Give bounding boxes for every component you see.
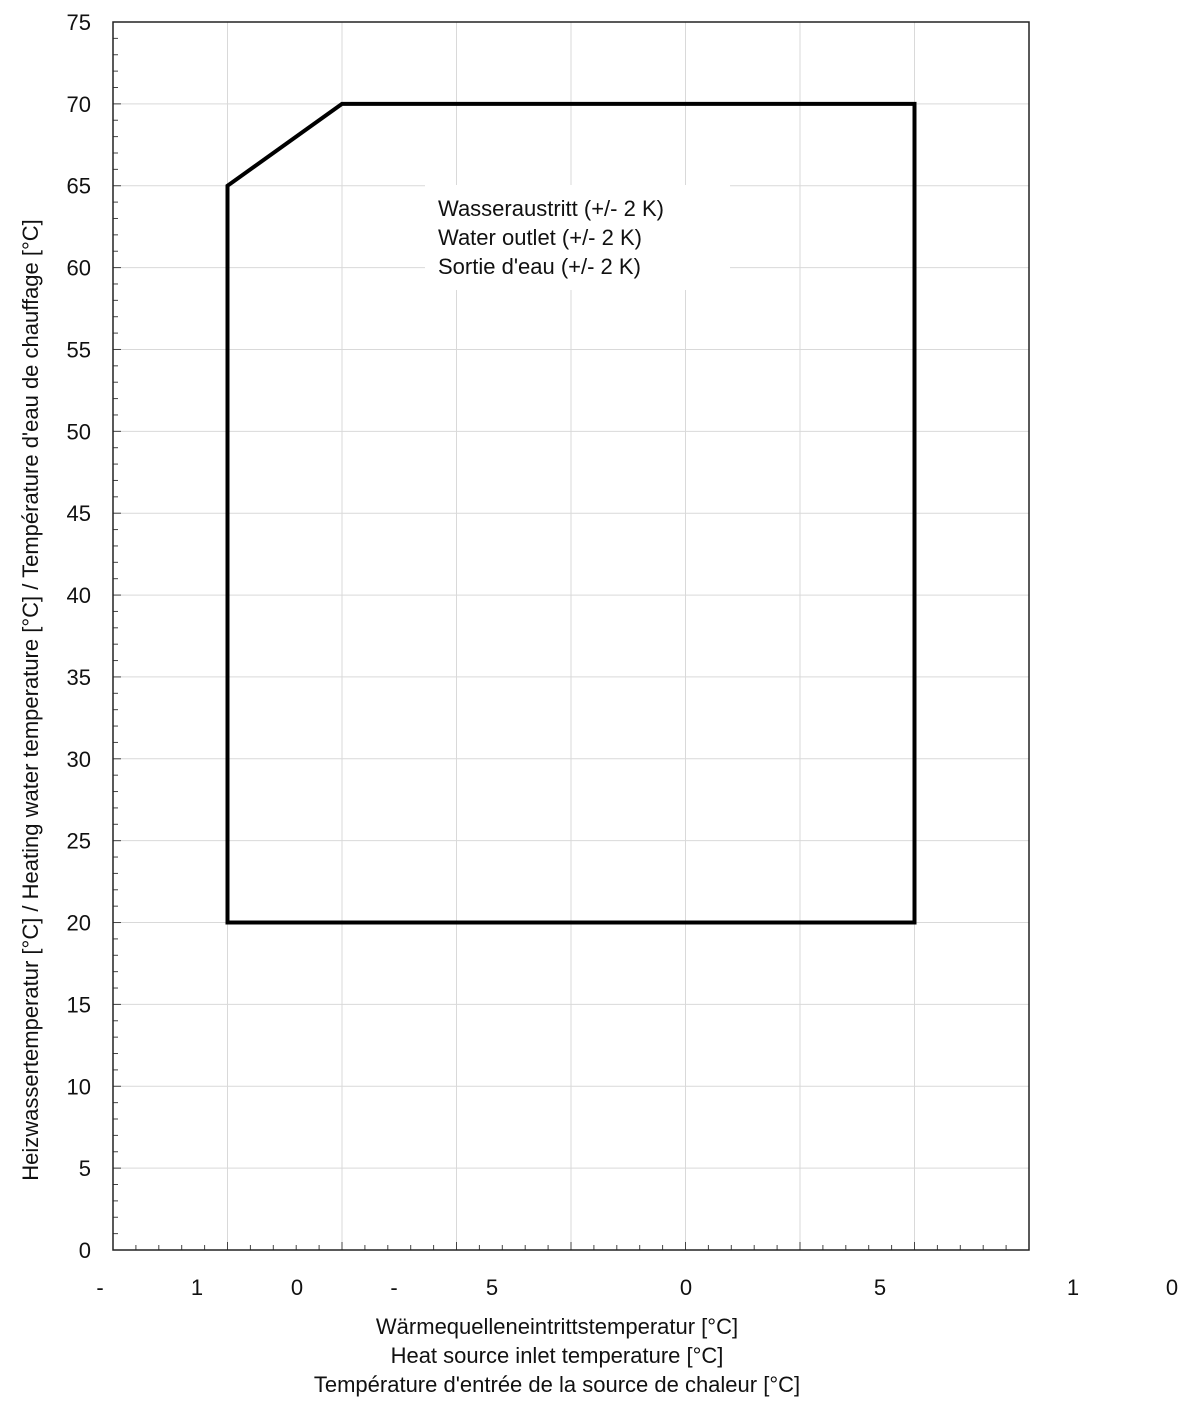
y-tick-label: 0 <box>79 1238 91 1263</box>
x-axis-title-line-3: Température d'entrée de la source de cha… <box>314 1372 800 1397</box>
x-axis-title-line-1: Wärmequelleneintrittstemperatur [°C] <box>376 1314 738 1339</box>
y-tick-label: 75 <box>67 10 91 35</box>
y-tick-label: 20 <box>67 911 91 936</box>
y-tick-label: 30 <box>67 747 91 772</box>
y-tick-label: 5 <box>79 1156 91 1181</box>
annotation-line-2: Water outlet (+/- 2 K) <box>438 225 642 250</box>
x-tick-label: 1 <box>191 1275 203 1300</box>
y-axis-title: Heizwassertemperatur [°C] / Heating wate… <box>18 219 43 1181</box>
y-tick-label: 55 <box>67 337 91 362</box>
y-tick-label: 25 <box>67 829 91 854</box>
x-tick-label: 0 <box>1166 1275 1178 1300</box>
x-tick-label: 5 <box>874 1275 886 1300</box>
annotation-line-3: Sortie d'eau (+/- 2 K) <box>438 254 641 279</box>
x-axis-title-line-2: Heat source inlet temperature [°C] <box>391 1343 724 1368</box>
annotation-line-1: Wasseraustritt (+/- 2 K) <box>438 196 664 221</box>
annotation-box: Wasseraustritt (+/- 2 K) Water outlet (+… <box>425 185 730 290</box>
x-tick-label: 0 <box>680 1275 692 1300</box>
envelope-series <box>225 101 917 925</box>
y-tick-label: 15 <box>67 992 91 1017</box>
y-tick-label: 45 <box>67 501 91 526</box>
envelope-outline <box>225 101 917 925</box>
y-tick-labels: 0 5 10 15 20 25 30 35 40 45 50 55 60 65 70 75 <box>67 10 91 1263</box>
x-tick-label: 0 <box>291 1275 303 1300</box>
y-tick-label: 50 <box>67 419 91 444</box>
y-tick-label: 60 <box>67 256 91 281</box>
x-tick-label: - <box>96 1275 103 1300</box>
x-tick-label: 5 <box>486 1275 498 1300</box>
y-tick-label: 70 <box>67 92 91 117</box>
x-tick-label: - <box>390 1275 397 1300</box>
plot-frame <box>112 21 1030 1251</box>
y-tick-label: 65 <box>67 174 91 199</box>
x-tick-label: 1 <box>1067 1275 1079 1300</box>
y-tick-label: 35 <box>67 665 91 690</box>
y-tick-label: 10 <box>67 1074 91 1099</box>
y-tick-label: 40 <box>67 583 91 608</box>
annotation-background <box>425 185 730 290</box>
